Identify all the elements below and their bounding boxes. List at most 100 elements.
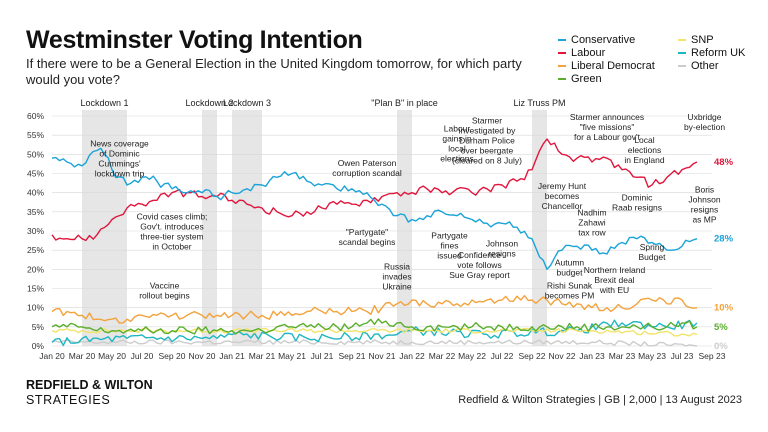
shaded-period bbox=[532, 110, 547, 346]
source-note: Redfield & Wilton Strategies | GB | 2,00… bbox=[458, 394, 742, 406]
annotation: Covid cases climb; Gov't. introduces three… bbox=[137, 212, 208, 252]
y-tick-label: 5% bbox=[32, 322, 45, 332]
chart-subtitle: If there were to be a General Election i… bbox=[26, 56, 522, 87]
shaded-period-label: Lockdown 3 bbox=[223, 98, 271, 108]
x-tick-label: Jan 21 bbox=[219, 351, 245, 361]
x-tick-label: Nov 20 bbox=[189, 351, 216, 361]
legend-label: SNP bbox=[691, 34, 714, 46]
legend-swatch bbox=[558, 65, 566, 68]
y-tick-label: 10% bbox=[27, 303, 44, 313]
legend-item-other: Other bbox=[678, 60, 719, 72]
legend-label: Reform UK bbox=[691, 47, 746, 59]
legend-label: Other bbox=[691, 60, 719, 72]
legend-item-liberal-democrat: Liberal Democrat bbox=[558, 60, 655, 72]
x-tick-label: May 21 bbox=[278, 351, 306, 361]
x-tick-label: Jul 21 bbox=[311, 351, 334, 361]
annotation: Starmer announces "five missions" for a La… bbox=[570, 112, 644, 142]
legend-swatch bbox=[678, 65, 686, 68]
shaded-period bbox=[232, 110, 262, 346]
x-tick-label: Sep 20 bbox=[159, 351, 186, 361]
annotation: Uxbridge by-election bbox=[684, 112, 725, 132]
annotation: Vaccine rollout begins bbox=[139, 281, 190, 301]
brand-line2: STRATEGIES bbox=[26, 393, 111, 407]
annotation: Nadhim Zahawi tax row bbox=[577, 208, 606, 238]
x-tick-label: Sep 22 bbox=[519, 351, 546, 361]
x-tick-label: Mar 21 bbox=[249, 351, 276, 361]
y-tick-label: 40% bbox=[27, 188, 44, 198]
shaded-period-label: Liz Truss PM bbox=[513, 98, 565, 108]
x-tick-label: May 20 bbox=[98, 351, 126, 361]
y-tick-label: 35% bbox=[27, 207, 44, 217]
y-tick-label: 50% bbox=[27, 149, 44, 159]
legend-item-snp: SNP bbox=[678, 34, 714, 46]
end-value-label: 0% bbox=[714, 341, 728, 352]
x-tick-label: Nov 22 bbox=[549, 351, 576, 361]
y-tick-label: 60% bbox=[27, 111, 44, 121]
legend-swatch bbox=[558, 52, 566, 55]
legend-swatch bbox=[558, 39, 566, 42]
annotation: Confidence vote follows Sue Gray report bbox=[449, 250, 510, 280]
end-value-label: 28% bbox=[714, 234, 734, 245]
shaded-period bbox=[397, 110, 412, 346]
legend-swatch bbox=[678, 39, 686, 42]
legend-label: Green bbox=[571, 73, 602, 85]
y-tick-label: 30% bbox=[27, 226, 44, 236]
chart-title: Westminster Voting Intention bbox=[26, 26, 363, 54]
legend-label: Labour bbox=[571, 47, 606, 59]
shaded-period-label: Lockdown 2 bbox=[185, 98, 233, 108]
legend-item-reform-uk: Reform UK bbox=[678, 47, 745, 59]
series-line-liberal-democrat bbox=[51, 295, 698, 324]
brand-line1: REDFIELD & WILTON bbox=[26, 378, 153, 392]
series-line-labour bbox=[51, 138, 698, 242]
annotation: Starmer investigated by Durham Police over … bbox=[452, 116, 522, 166]
x-tick-label: Jan 22 bbox=[399, 351, 425, 361]
x-tick-label: May 22 bbox=[458, 351, 486, 361]
end-value-label: 48% bbox=[714, 157, 734, 168]
annotation: Northern Ireland Brexit deal with EU bbox=[584, 265, 646, 295]
annotation: Partygate fines issued bbox=[431, 231, 468, 261]
annotation: Owen Paterson corruption scandal bbox=[332, 158, 402, 178]
y-tick-label: 25% bbox=[27, 245, 44, 255]
x-tick-label: May 23 bbox=[638, 351, 666, 361]
end-value-label: 10% bbox=[714, 303, 734, 314]
x-tick-label: Mar 22 bbox=[429, 351, 456, 361]
legend-swatch bbox=[678, 52, 686, 55]
y-tick-label: 15% bbox=[27, 284, 44, 294]
annotation: Rishi Sunak becomes PM bbox=[545, 281, 595, 301]
legend-item-conservative: Conservative bbox=[558, 34, 635, 46]
y-tick-label: 45% bbox=[27, 169, 44, 179]
x-tick-label: Jul 23 bbox=[671, 351, 694, 361]
x-tick-label: Jan 23 bbox=[579, 351, 605, 361]
series-line-conservative bbox=[51, 147, 698, 270]
legend-label: Conservative bbox=[571, 34, 636, 46]
annotation: Labour gains in local elections bbox=[440, 123, 474, 163]
series-line-green bbox=[51, 318, 698, 335]
annotation: Russia invades Ukraine bbox=[382, 261, 412, 291]
annotation: News coverage of Dominic Cummings' lockdown… bbox=[90, 139, 149, 179]
y-tick-label: 0% bbox=[32, 341, 45, 351]
legend-swatch bbox=[558, 78, 566, 81]
x-tick-label: Nov 21 bbox=[369, 351, 396, 361]
shaded-period bbox=[202, 110, 217, 346]
series-line-other bbox=[51, 339, 698, 347]
shaded-period-label: "Plan B" in place bbox=[371, 98, 437, 108]
end-value-label: 5% bbox=[714, 322, 728, 333]
x-tick-label: Sep 23 bbox=[699, 351, 726, 361]
annotation: Spring Budget bbox=[639, 242, 667, 262]
x-tick-label: Sep 21 bbox=[339, 351, 366, 361]
annotation: Autumn budget bbox=[555, 258, 585, 278]
y-tick-label: 55% bbox=[27, 130, 44, 140]
x-tick-label: Jan 20 bbox=[39, 351, 65, 361]
legend-item-green: Green bbox=[558, 73, 602, 85]
legend-item-labour: Labour bbox=[558, 47, 605, 59]
brand-logo: REDFIELD & WILTON STRATEGIES bbox=[26, 378, 153, 408]
y-tick-label: 20% bbox=[27, 264, 44, 274]
annotation: Boris Johnson resigns as MP bbox=[688, 185, 720, 225]
annotation: Local elections in England bbox=[624, 135, 664, 165]
annotation: "Partygate" scandal begins bbox=[339, 227, 396, 247]
x-tick-label: Jul 22 bbox=[491, 351, 514, 361]
annotation: Jeremy Hunt becomes Chancellor bbox=[538, 181, 587, 211]
x-tick-label: Mar 20 bbox=[69, 351, 96, 361]
annotation: Dominic Raab resigns bbox=[612, 192, 662, 212]
